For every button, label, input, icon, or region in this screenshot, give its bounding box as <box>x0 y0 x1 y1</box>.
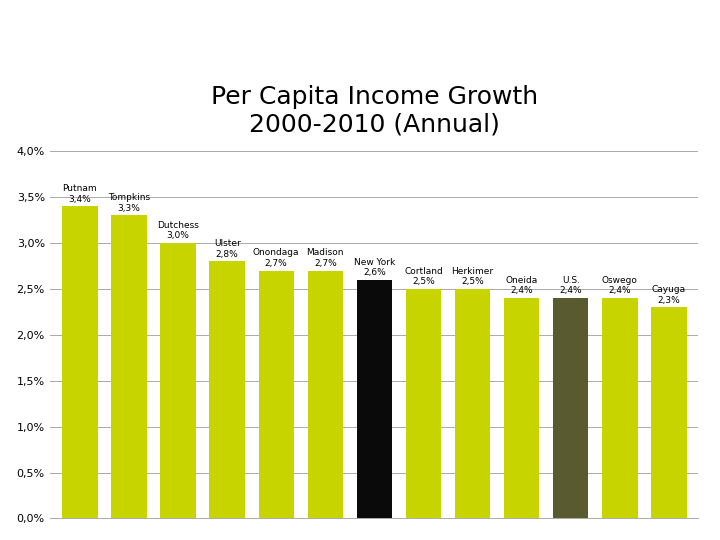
Text: Dutchess
3,0%: Dutchess 3,0% <box>157 221 199 240</box>
Text: Herkimer
2,5%: Herkimer 2,5% <box>451 267 494 286</box>
Bar <box>210 261 245 518</box>
Bar <box>553 298 588 518</box>
Bar <box>602 298 637 518</box>
Text: U.S.
2,4%: U.S. 2,4% <box>559 276 582 295</box>
Bar <box>356 280 392 518</box>
Text: Oswego
2,4%: Oswego 2,4% <box>602 276 638 295</box>
Text: Ulster
2,8%: Ulster 2,8% <box>214 239 240 259</box>
Text: New York
2,6%: New York 2,6% <box>354 258 395 277</box>
Text: Oneida
2,4%: Oneida 2,4% <box>505 276 538 295</box>
Text: Onondaga
2,7%: Onondaga 2,7% <box>253 248 300 268</box>
Bar <box>161 243 196 518</box>
Bar <box>112 215 147 518</box>
Text: Cayuga
2,3%: Cayuga 2,3% <box>652 285 686 305</box>
Bar <box>652 307 687 518</box>
Bar <box>258 271 294 518</box>
Bar <box>504 298 539 518</box>
Text: Madison
2,7%: Madison 2,7% <box>307 248 344 268</box>
Bar <box>455 289 490 518</box>
Text: Tompkins
3,3%: Tompkins 3,3% <box>108 193 150 213</box>
Title: Per Capita Income Growth
2000-2010 (Annual): Per Capita Income Growth 2000-2010 (Annu… <box>211 85 538 137</box>
Text: Putnam
3,4%: Putnam 3,4% <box>63 184 97 204</box>
Bar <box>62 206 97 518</box>
Bar <box>307 271 343 518</box>
Text: Cortland
2,5%: Cortland 2,5% <box>404 267 443 286</box>
Bar <box>406 289 441 518</box>
